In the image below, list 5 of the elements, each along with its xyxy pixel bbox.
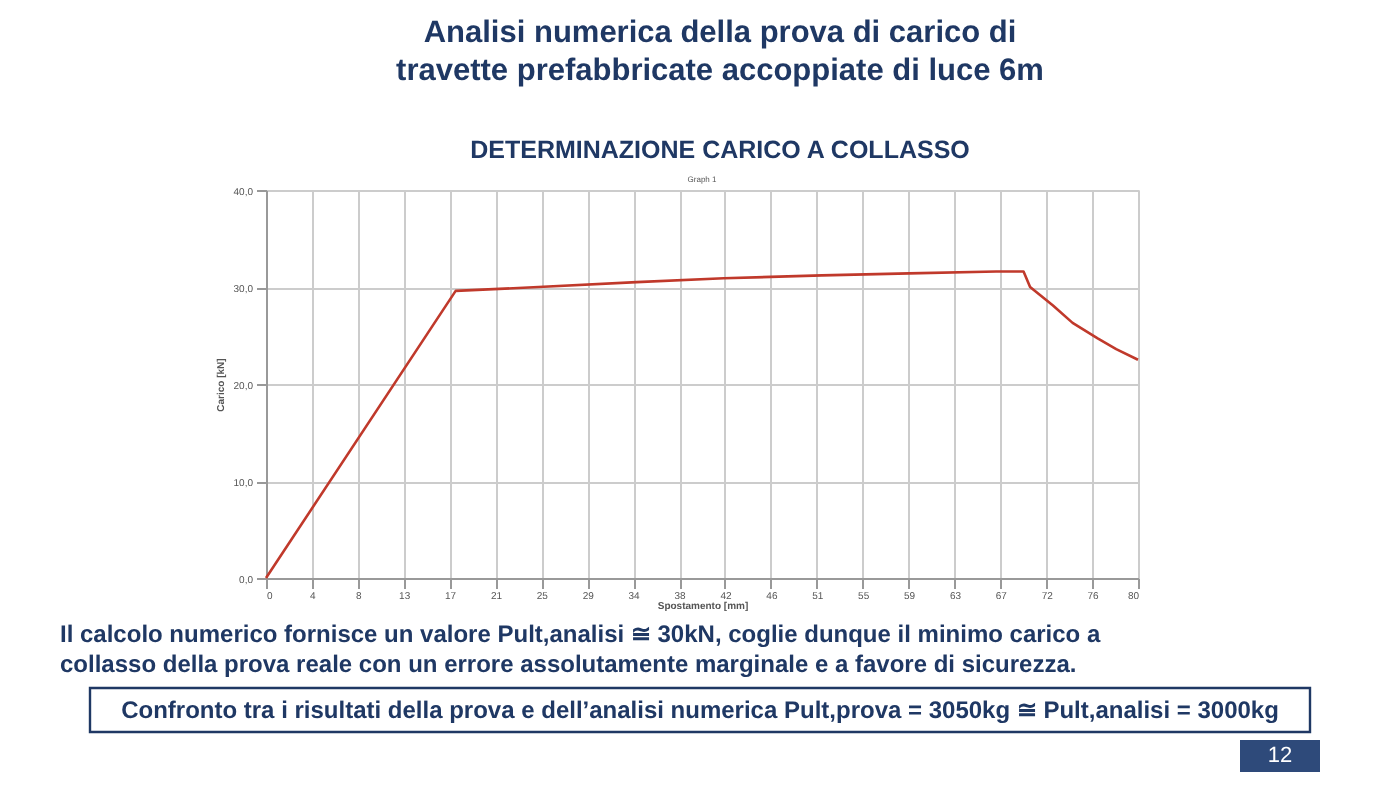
text: Confronto tra i risultati della prova e dell’analisi numerica Pult,prova = 3050kg ≅ Pult,analisi = 3000kg <box>121 696 1279 724</box>
text: Il calcolo numerico fornisce un valore Pult,analisi ≅ 30kN, coglie dunque il minimo carico a collasso della prova reale con un errore assolutamente marginale e a favore di sicurezza. <box>60 620 1101 678</box>
text: 12 <box>1267 744 1293 768</box>
chart-title: Analisi numerica della prova di carico di travette prefabbricate accoppiate di luce 6m <box>396 16 1044 88</box>
chart-subtitle: DETERMINAZIONE CARICO A COLLASSO <box>470 136 971 164</box>
